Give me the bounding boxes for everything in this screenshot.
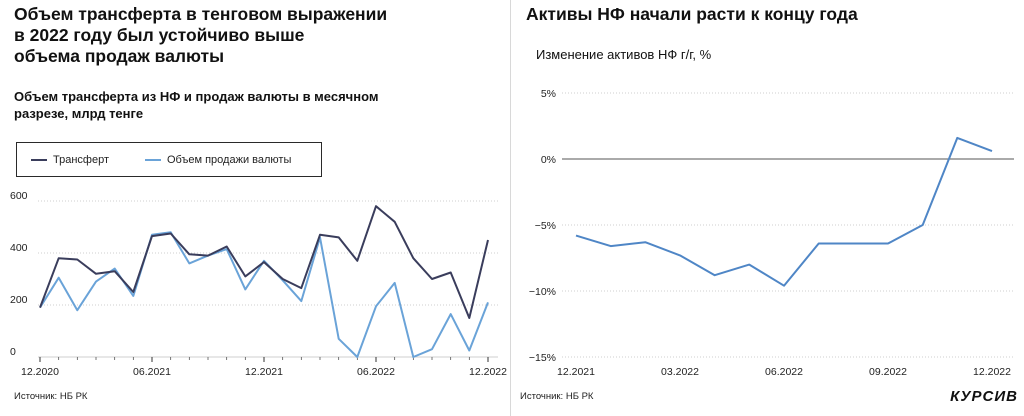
left-chart-title: Объем трансферта в тенговом выражении в … [14, 4, 387, 67]
right-x-tick-label: 12.2021 [557, 366, 595, 378]
left-chart-legend: Трансферт Объем продажи валюты [16, 142, 322, 177]
left-title-line-1: Объем трансферта в тенговом выражении [14, 4, 388, 24]
right-y-tick-label: −15% [529, 352, 556, 364]
panel-divider [510, 0, 511, 416]
right-chart-title: Активы НФ начали расти к концу года [526, 4, 858, 24]
right-y-tick-label: 5% [541, 88, 556, 100]
left-y-tick-label: 600 [10, 190, 28, 202]
right-y-tick-label: −10% [529, 286, 556, 298]
left-y-tick-label: 200 [10, 294, 28, 306]
left-x-tick-label: 12.2020 [21, 366, 59, 378]
right-y-tick-label: 0% [541, 154, 556, 166]
right-line-chart: 5% 0% −5% −10% −15%12.2021 03.2022 06.2022 09.2… [529, 88, 1014, 378]
right-chart-subtitle: Изменение активов НФ г/г, % [536, 47, 712, 62]
left-subtitle-line-2: разрезе, млрд тенге [14, 106, 144, 121]
left-subtitle-line-1: Объем трансферта из НФ и продаж валюты в… [14, 89, 379, 104]
left-x-tick-label: 12.2022 [469, 366, 507, 378]
right-chart-panel: Активы НФ начали расти к концу года Изме… [518, 0, 1024, 416]
left-title-line-2: в 2022 году был устойчиво выше [14, 25, 305, 45]
left-x-tick-label: 06.2021 [133, 366, 171, 378]
right-source-note: Источник: НБ РК [520, 391, 594, 402]
legend-swatch-fx-sales [145, 159, 161, 161]
right-x-tick-label: 06.2022 [765, 366, 803, 378]
left-y-tick-label: 400 [10, 242, 28, 254]
series-line-fx-sales [39, 231, 489, 358]
right-x-tick-label: 09.2022 [869, 366, 907, 378]
left-x-tick-label: 06.2022 [357, 366, 395, 378]
left-x-tick-label: 12.2021 [245, 366, 283, 378]
legend-label-transfer: Трансферт [53, 154, 109, 166]
legend-label-fx-sales: Объем продажи валюты [167, 154, 292, 166]
right-x-tick-label: 03.2022 [661, 366, 699, 378]
legend-item-fx-sales: Объем продажи валюты [145, 154, 291, 166]
series-line-transfer [39, 205, 489, 319]
left-title-line-3: объема продаж валюты [14, 46, 225, 66]
left-y-tick-label: 0 [10, 346, 16, 358]
left-source-note: Источник: НБ РК [14, 391, 88, 402]
legend-item-transfer: Трансферт [31, 154, 109, 166]
right-y-tick-label: −5% [535, 220, 556, 232]
left-line-chart: 0 200 400 600 12.2020 06.2021 12.2021 06.2022 12… [10, 190, 507, 378]
legend-swatch-transfer [31, 159, 47, 161]
left-chart-panel: Объем трансферта в тенговом выражении в … [0, 0, 507, 416]
kursiv-logo: КУРСИВ [950, 388, 1018, 405]
series-line-nf-assets [575, 136, 993, 287]
left-chart-subtitle: Объем трансферта из НФ и продаж валюты в… [14, 88, 434, 122]
right-x-tick-label: 12.2022 [973, 366, 1011, 378]
